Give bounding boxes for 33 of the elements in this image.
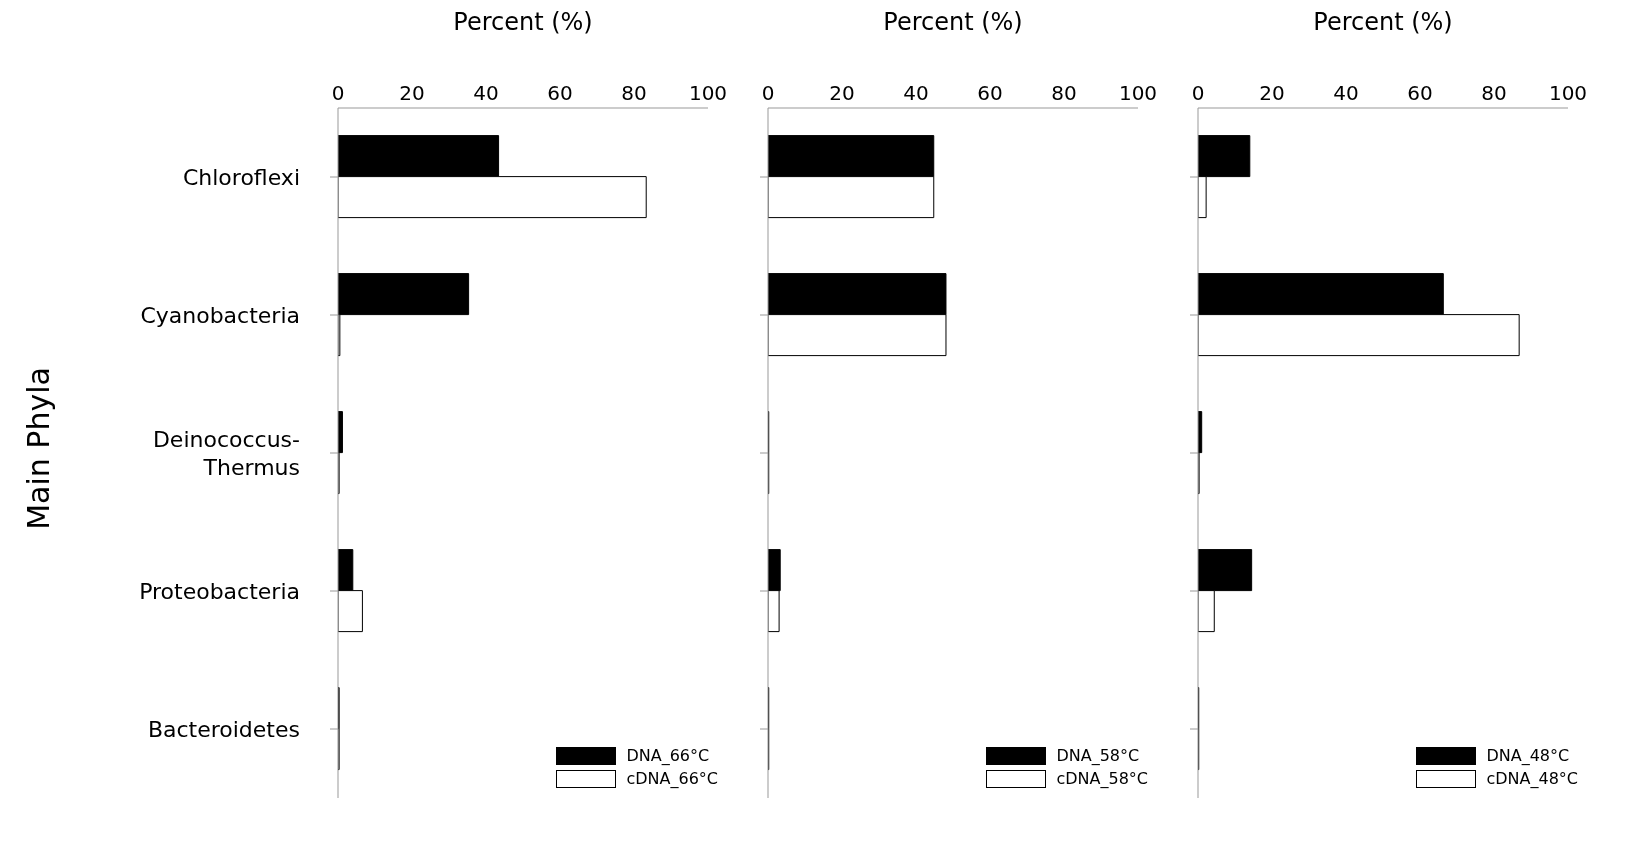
x-tick-label: 80	[1051, 81, 1077, 105]
legend-label: DNA_48°C	[1486, 746, 1570, 765]
y-axis-title: Main Phyla	[20, 366, 56, 530]
x-tick-label: 100	[688, 81, 728, 105]
y-tick-label: Deinococcus-Thermus	[152, 427, 300, 480]
x-tick-label: 20	[399, 81, 425, 105]
y-tick-label: Bacteroidetes	[147, 717, 300, 742]
x-tick-label: 40	[903, 81, 929, 105]
legend-label: cDNA_58°C	[1056, 769, 1148, 788]
y-tick-label: Proteobacteria	[139, 579, 300, 604]
legend-label: cDNA_48°C	[1486, 769, 1578, 788]
x-tick-label: 0	[1191, 81, 1205, 105]
x-axis-title: Percent (%)	[452, 8, 594, 36]
x-tick-label: 0	[331, 81, 345, 105]
x-tick-label: 20	[829, 81, 855, 105]
x-tick-label: 40	[473, 81, 499, 105]
legend-label: cDNA_66°C	[626, 769, 718, 788]
y-tick-label: Cyanobacteria	[140, 303, 300, 328]
x-tick-label: 40	[1333, 81, 1359, 105]
x-axis-title: Percent (%)	[1312, 8, 1454, 36]
x-tick-label: 100	[1548, 81, 1588, 105]
legend-label: DNA_58°C	[1056, 746, 1140, 765]
legend-label: DNA_66°C	[626, 746, 710, 765]
x-tick-label: 100	[1118, 81, 1158, 105]
x-tick-label: 60	[1407, 81, 1433, 105]
x-axis-title: Percent (%)	[882, 8, 1024, 36]
x-tick-label: 60	[547, 81, 573, 105]
x-tick-label: 20	[1259, 81, 1285, 105]
x-tick-label: 80	[1481, 81, 1507, 105]
x-tick-label: 0	[761, 81, 775, 105]
x-tick-label: 60	[977, 81, 1003, 105]
x-tick-label: 80	[621, 81, 647, 105]
y-tick-label: Chloroflexi	[182, 165, 300, 190]
